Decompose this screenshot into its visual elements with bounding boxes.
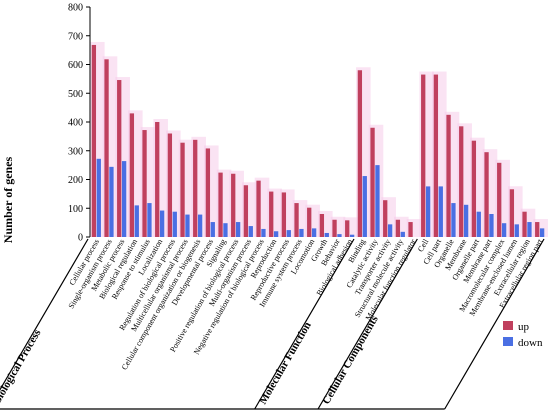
group-label: Molecular Function — [257, 320, 314, 407]
bar-down — [121, 161, 127, 237]
group-label: Cellular Components — [320, 313, 381, 407]
bar-up — [345, 220, 350, 237]
bar-up — [433, 74, 439, 237]
y-tick-label: 700 — [68, 31, 83, 42]
bar-down — [248, 226, 253, 237]
bar-down — [324, 232, 329, 237]
bar-up — [155, 122, 160, 237]
bar-down — [362, 176, 367, 237]
bar-up — [256, 180, 261, 237]
y-tick-label: 0 — [78, 233, 83, 244]
bar-down — [514, 224, 519, 237]
bar-up — [269, 191, 274, 237]
bar-down — [438, 186, 443, 237]
y-tick-label: 400 — [68, 118, 83, 129]
group-label: Biological Process — [0, 327, 44, 407]
bar-up — [522, 211, 527, 237]
group-divider — [254, 238, 355, 410]
bar-down — [349, 234, 355, 237]
y-axis: 0 100 200 300 400 500 600 700 800 — [68, 3, 91, 244]
bar-down — [476, 211, 481, 237]
bar-up — [370, 127, 375, 237]
y-tick-label: 500 — [68, 89, 83, 100]
bar-up — [205, 148, 211, 237]
bars-layer — [90, 41, 548, 238]
bar-down — [337, 234, 342, 237]
bar-down — [311, 228, 317, 237]
y-tick-label: 600 — [68, 60, 83, 71]
bar-up — [218, 172, 223, 237]
bar-down — [425, 186, 431, 237]
group-divider — [444, 238, 545, 410]
bar-down — [261, 228, 266, 237]
legend-label-up: up — [518, 321, 530, 333]
legend-label-down: down — [518, 337, 543, 349]
bar-up — [117, 80, 122, 238]
bar-down — [463, 204, 469, 237]
bar-up — [91, 44, 97, 238]
bar-up — [395, 219, 401, 237]
bar-up — [446, 114, 451, 237]
bar-up — [535, 222, 540, 237]
bar-down — [539, 228, 545, 237]
bar-down — [400, 231, 405, 237]
group-divider — [317, 238, 418, 410]
bar-up — [509, 189, 515, 237]
bar-up — [332, 219, 337, 237]
bar-up — [383, 200, 388, 237]
bar-down — [109, 166, 114, 237]
bar-up — [167, 133, 173, 237]
bar-up — [471, 140, 477, 237]
bar-up — [231, 173, 236, 237]
bar-up — [319, 214, 325, 237]
bar-down — [387, 224, 393, 237]
bar-up — [180, 142, 185, 237]
bar-up — [484, 152, 489, 237]
bar-down — [210, 222, 215, 237]
bar-up — [307, 207, 312, 237]
bar-down — [134, 205, 139, 237]
bar-down — [489, 214, 494, 237]
bar-down — [299, 228, 304, 237]
bar-up — [243, 185, 249, 237]
legend: up down — [503, 321, 543, 349]
bar-down — [223, 223, 228, 237]
legend-swatch-up — [503, 321, 513, 330]
bar-up — [193, 139, 198, 237]
bar-down — [159, 210, 165, 237]
bar-up — [408, 222, 413, 237]
bar-up — [497, 162, 502, 237]
group-divider — [0, 238, 89, 391]
bar-up — [357, 70, 363, 237]
bar-down — [273, 231, 279, 237]
bar-down — [96, 158, 101, 237]
y-tick-label: 100 — [68, 204, 83, 215]
bar-down — [375, 165, 380, 237]
bar-down — [527, 222, 532, 237]
bar-up — [421, 74, 426, 237]
bar-up — [104, 59, 109, 238]
bar-down — [286, 230, 291, 237]
y-tick-label: 200 — [68, 175, 83, 186]
bar-up — [294, 203, 299, 237]
bar-down — [185, 214, 190, 237]
bar-down — [172, 211, 177, 237]
bar-down — [235, 222, 241, 237]
bar-down — [501, 223, 507, 237]
y-tick-label: 800 — [68, 3, 83, 14]
y-axis-title: Number of genes — [1, 156, 15, 243]
bar-up — [459, 126, 464, 237]
legend-swatch-down — [503, 337, 513, 346]
bar-down — [451, 203, 456, 237]
bar-down — [147, 203, 152, 237]
bar-up — [129, 113, 135, 237]
bar-up — [281, 192, 287, 237]
bar-up — [142, 130, 147, 237]
y-tick-label: 300 — [68, 146, 83, 157]
bar-down — [197, 214, 203, 237]
